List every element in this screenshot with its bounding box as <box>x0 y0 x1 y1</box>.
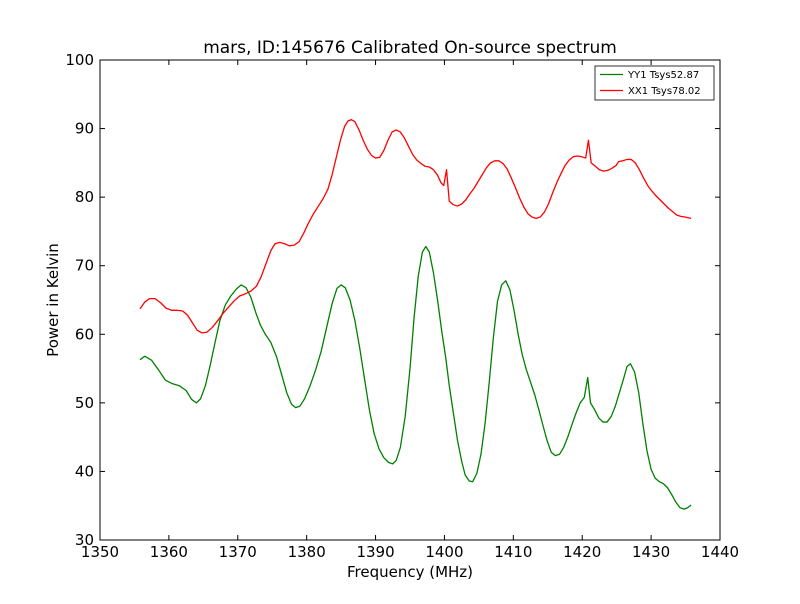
y-axis-label: Power in Kelvin <box>44 243 62 357</box>
chart-title: mars, ID:145676 Calibrated On-source spe… <box>203 38 617 58</box>
chart-legend: YY1 Tsys52.87 XX1 Tsys78.02 <box>594 65 715 101</box>
y-tick-label: 90 <box>75 120 94 138</box>
x-tick-label: 1440 <box>701 543 739 561</box>
plot-frame <box>99 59 721 541</box>
x-tick-label: 1410 <box>494 543 532 561</box>
x-axis-label: Frequency (MHz) <box>347 563 473 581</box>
legend-label-xx1: XX1 Tsys78.02 <box>628 86 701 97</box>
x-tick-label: 1430 <box>632 543 670 561</box>
legend-box <box>594 65 715 101</box>
x-tick-label: 1370 <box>219 543 257 561</box>
y-tick-label: 40 <box>75 462 94 480</box>
series-line-xx1 <box>139 119 692 334</box>
series-line-yy1 <box>139 245 692 510</box>
x-tick-label: 1400 <box>425 543 463 561</box>
y-tick-label: 80 <box>75 188 94 206</box>
y-tick-label: 50 <box>75 394 94 412</box>
tick-layer: 1350 1360 1370 1380 1390 1400 1410 1420 1430 1440… <box>65 51 739 561</box>
y-tick-label: 70 <box>75 257 94 275</box>
x-tick-label: 1380 <box>288 543 326 561</box>
series-layer <box>139 119 692 510</box>
y-tick-label: 100 <box>65 51 94 69</box>
plot-area <box>100 60 720 540</box>
x-tick-label: 1390 <box>356 543 394 561</box>
y-tick-label: 30 <box>75 531 94 549</box>
x-tick-label: 1420 <box>563 543 601 561</box>
x-tick-label: 1350 <box>81 543 119 561</box>
legend-label-yy1: YY1 Tsys52.87 <box>627 70 699 81</box>
y-tick-label: 60 <box>75 325 94 343</box>
x-tick-label: 1360 <box>150 543 188 561</box>
